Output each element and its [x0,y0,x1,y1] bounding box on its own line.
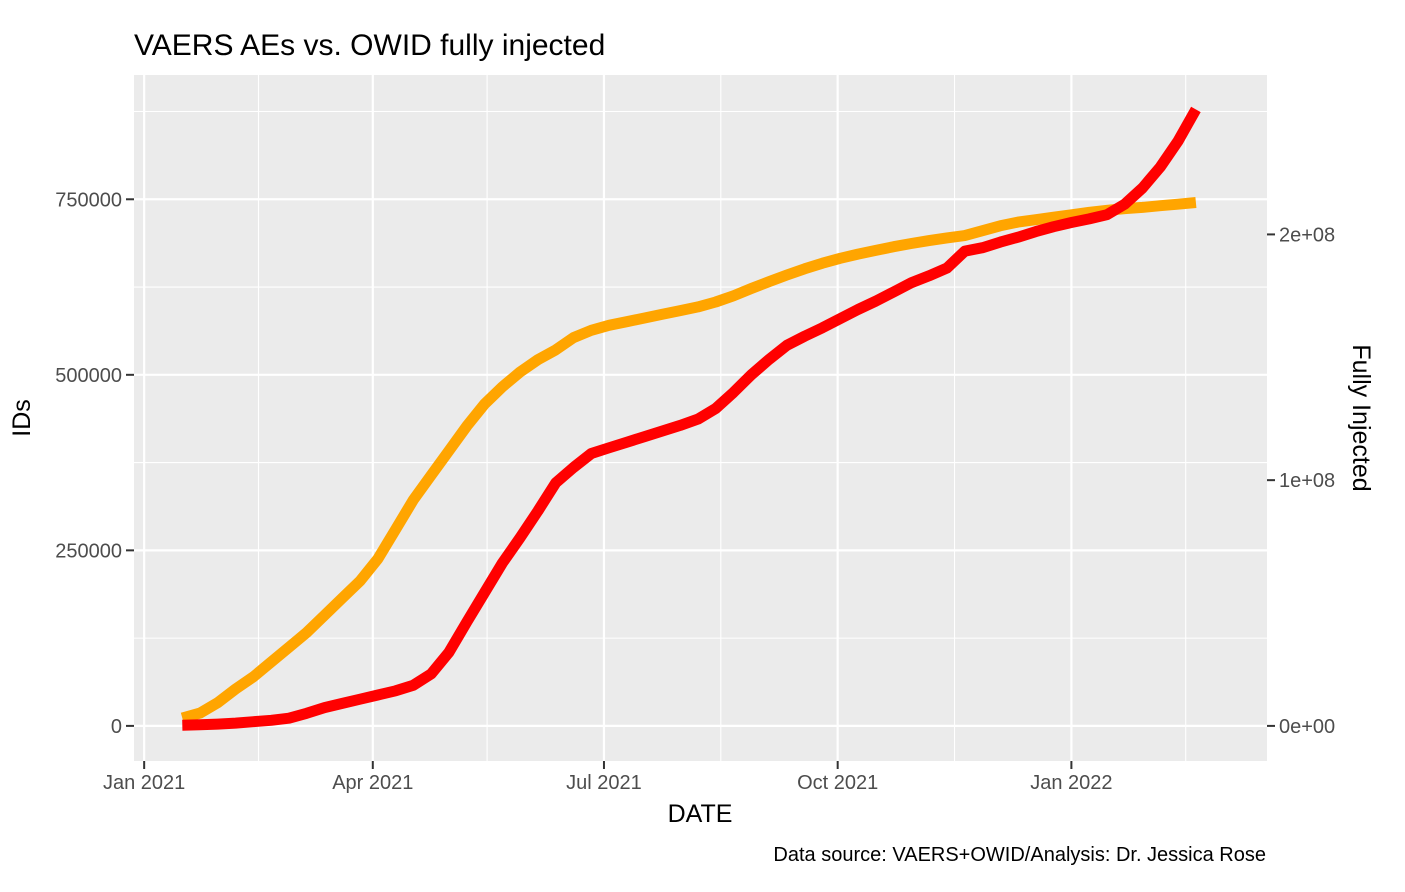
y-axis-left: 0 250000 500000 750000 [55,189,134,738]
x-tick-label: Jan 2021 [103,772,185,794]
x-tick-label: Jul 2021 [566,772,642,794]
y-tick-label: 0 [111,716,122,738]
y-axis-right: 0e+00 1e+08 2e+08 [1267,224,1335,738]
series-line-fully-injected [180,197,1197,724]
y2-tick-label: 2e+08 [1279,224,1335,246]
x-tick-label: Oct 2021 [797,772,878,794]
x-axis-title: DATE [668,800,733,828]
grid-minor [134,75,1267,761]
y-tick-label: 750000 [55,189,122,211]
grid-major [134,75,1267,761]
y2-tick-label: 0e+00 [1279,716,1335,738]
x-tick-label: Jan 2022 [1030,772,1112,794]
y-tick-label: 250000 [55,540,122,562]
y2-tick-label: 1e+08 [1279,470,1335,492]
y-tick-label: 500000 [55,365,122,387]
y2-axis-title: Fully Injected [1347,344,1375,491]
chart-title: VAERS AEs vs. OWID fully injected [134,29,605,62]
x-axis: Jan 2021 Apr 2021 Jul 2021 Oct 2021 Jan 2022 [103,761,1113,794]
series-line-ids [182,106,1201,731]
x-tick-label: Apr 2021 [332,772,413,794]
caption: Data source: VAERS+OWID/Analysis: Dr. Je… [773,844,1266,866]
series-layer [180,106,1201,731]
y-axis-title: IDs [8,399,36,437]
